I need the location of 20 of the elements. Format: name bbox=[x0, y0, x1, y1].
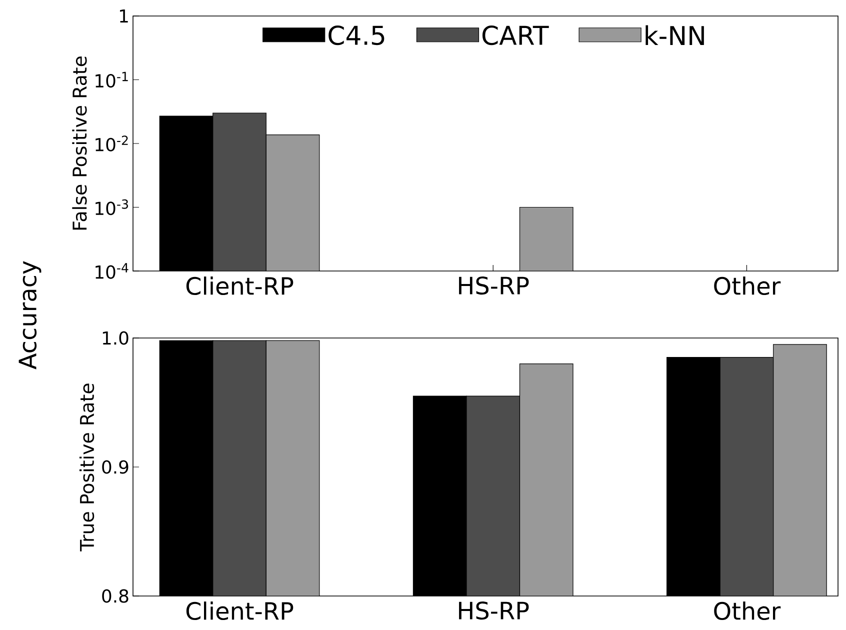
y-axis-title: True Positive Rate bbox=[79, 384, 94, 552]
legend-label: CART bbox=[482, 26, 549, 46]
x-tick-label: Client-RP bbox=[186, 602, 294, 620]
y-tick-label: 1 bbox=[120, 9, 128, 23]
x-tick-label: Other bbox=[714, 602, 781, 620]
y-tick-label: 10$^{-4}$ bbox=[96, 263, 128, 279]
x-tick-label: Other bbox=[714, 276, 781, 296]
x-tick-label: HS-RP bbox=[459, 276, 529, 295]
y-axis-title: False Positive Rate bbox=[72, 56, 87, 230]
y-tick-label: 0.8 bbox=[102, 589, 128, 603]
legend-label: k-NN bbox=[646, 25, 704, 45]
y-tick-label: 10$^{-3}$ bbox=[96, 199, 128, 216]
y-tick-label: 10$^{-1}$ bbox=[96, 72, 128, 88]
x-tick-label: HS-RP bbox=[459, 602, 529, 620]
text: Accuracy bbox=[18, 261, 42, 370]
legend-label: C4.5 bbox=[328, 26, 384, 46]
y-tick-label: 1.0 bbox=[102, 331, 128, 345]
y-tick-label: 0.9 bbox=[102, 460, 128, 474]
x-tick-label: Client-RP bbox=[186, 276, 294, 296]
y-tick-label: 10$^{-2}$ bbox=[96, 136, 128, 152]
